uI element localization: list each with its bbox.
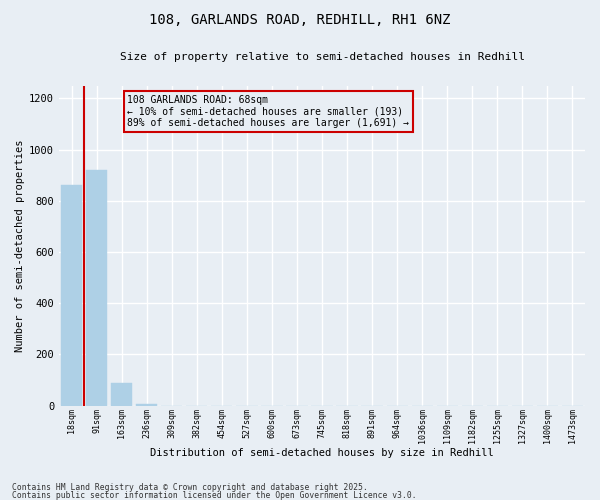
- Bar: [111, 382, 132, 406]
- Y-axis label: Number of semi-detached properties: Number of semi-detached properties: [15, 140, 25, 352]
- Text: Contains HM Land Registry data © Crown copyright and database right 2025.: Contains HM Land Registry data © Crown c…: [12, 484, 368, 492]
- Text: 108 GARLANDS ROAD: 68sqm
← 10% of semi-detached houses are smaller (193)
89% of : 108 GARLANDS ROAD: 68sqm ← 10% of semi-d…: [127, 95, 409, 128]
- Title: Size of property relative to semi-detached houses in Redhill: Size of property relative to semi-detach…: [119, 52, 524, 62]
- Text: Contains public sector information licensed under the Open Government Licence v3: Contains public sector information licen…: [12, 490, 416, 500]
- Bar: [86, 170, 107, 406]
- X-axis label: Distribution of semi-detached houses by size in Redhill: Distribution of semi-detached houses by …: [150, 448, 494, 458]
- Text: 108, GARLANDS ROAD, REDHILL, RH1 6NZ: 108, GARLANDS ROAD, REDHILL, RH1 6NZ: [149, 12, 451, 26]
- Bar: [136, 404, 157, 406]
- Bar: [61, 185, 82, 406]
